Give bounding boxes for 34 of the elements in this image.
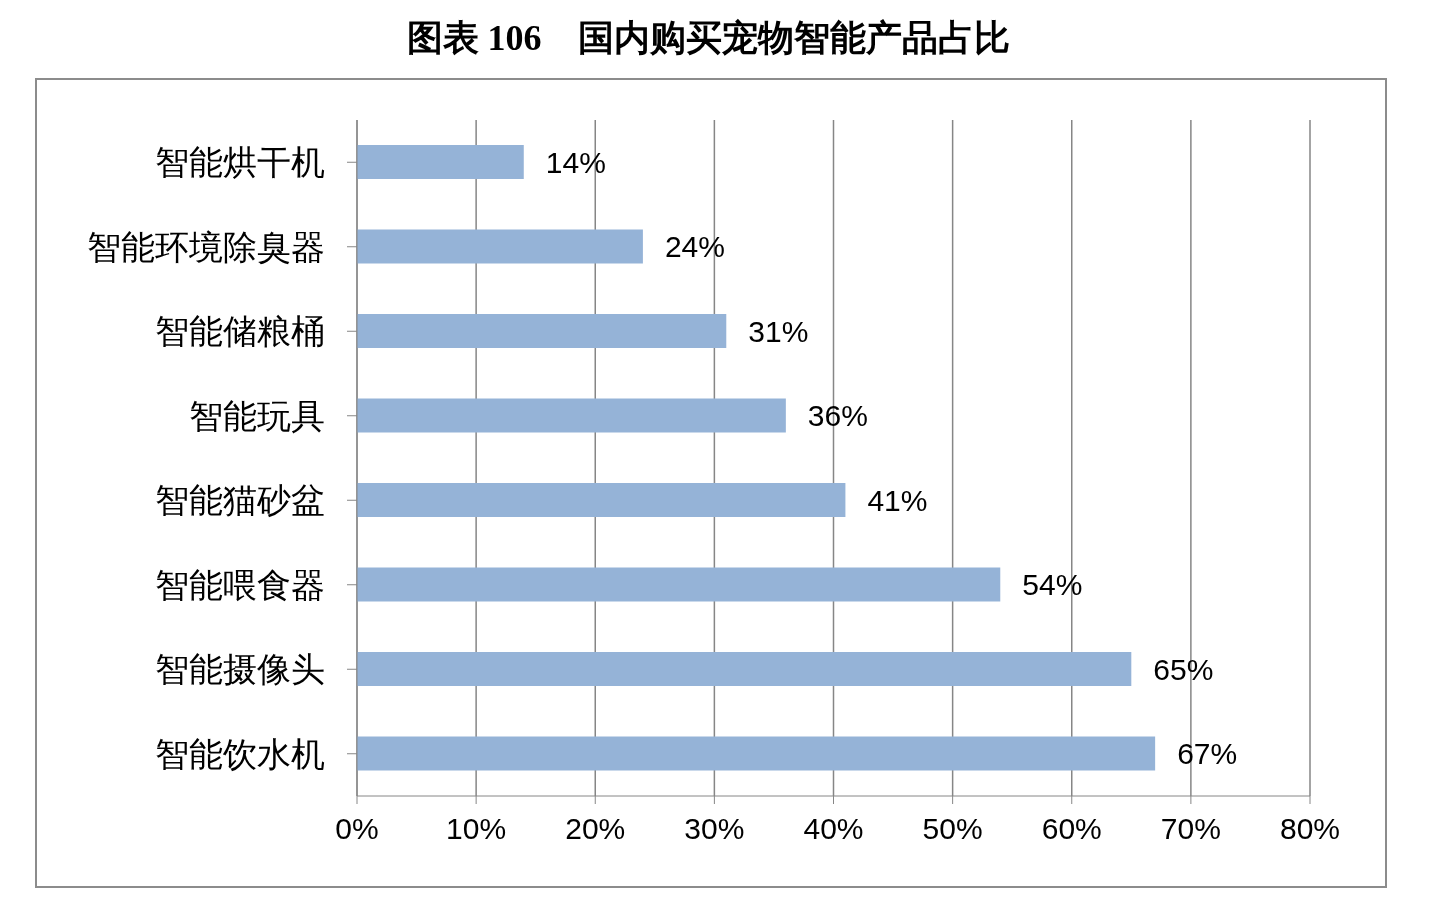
bar [357,483,846,517]
chart-title: 图表 106 国内购买宠物智能产品占比 [405,17,1011,60]
y-tick-label: 智能摄像头 [155,650,325,689]
x-tick-label: 40% [803,812,864,846]
x-tick-label: 0% [335,812,379,846]
x-tick-label: 60% [1041,812,1102,846]
data-label: 36% [807,399,868,433]
y-tick-label: 智能玩具 [189,396,325,435]
x-tick-label: 20% [565,812,626,846]
x-tick-label: 50% [922,812,983,846]
x-tick-label: 80% [1279,812,1341,846]
y-tick-label: 智能喂食器 [155,565,325,604]
y-tick-label: 智能环境除臭器 [87,227,325,266]
data-label: 65% [1153,652,1214,686]
data-label: 24% [664,230,725,264]
bar [357,314,727,348]
y-tick-label: 智能饮水机 [155,734,325,773]
y-tick-label: 智能储粮桶 [155,312,325,351]
bar [357,567,1001,602]
bar [357,736,1156,771]
data-label: 31% [748,314,809,348]
bar [357,652,1132,686]
x-tick-label: 10% [446,812,507,846]
data-label: 67% [1177,737,1238,771]
y-tick-label: 智能猫砂盆 [155,481,325,520]
data-label: 14% [545,145,606,179]
bar [357,145,524,179]
bar [357,398,786,433]
x-tick-label: 30% [684,812,745,846]
data-label: 41% [867,483,928,517]
bar [357,229,643,264]
x-tick-label: 70% [1160,812,1221,846]
data-label: 54% [1022,568,1083,602]
y-tick-label: 智能烘干机 [155,143,325,182]
